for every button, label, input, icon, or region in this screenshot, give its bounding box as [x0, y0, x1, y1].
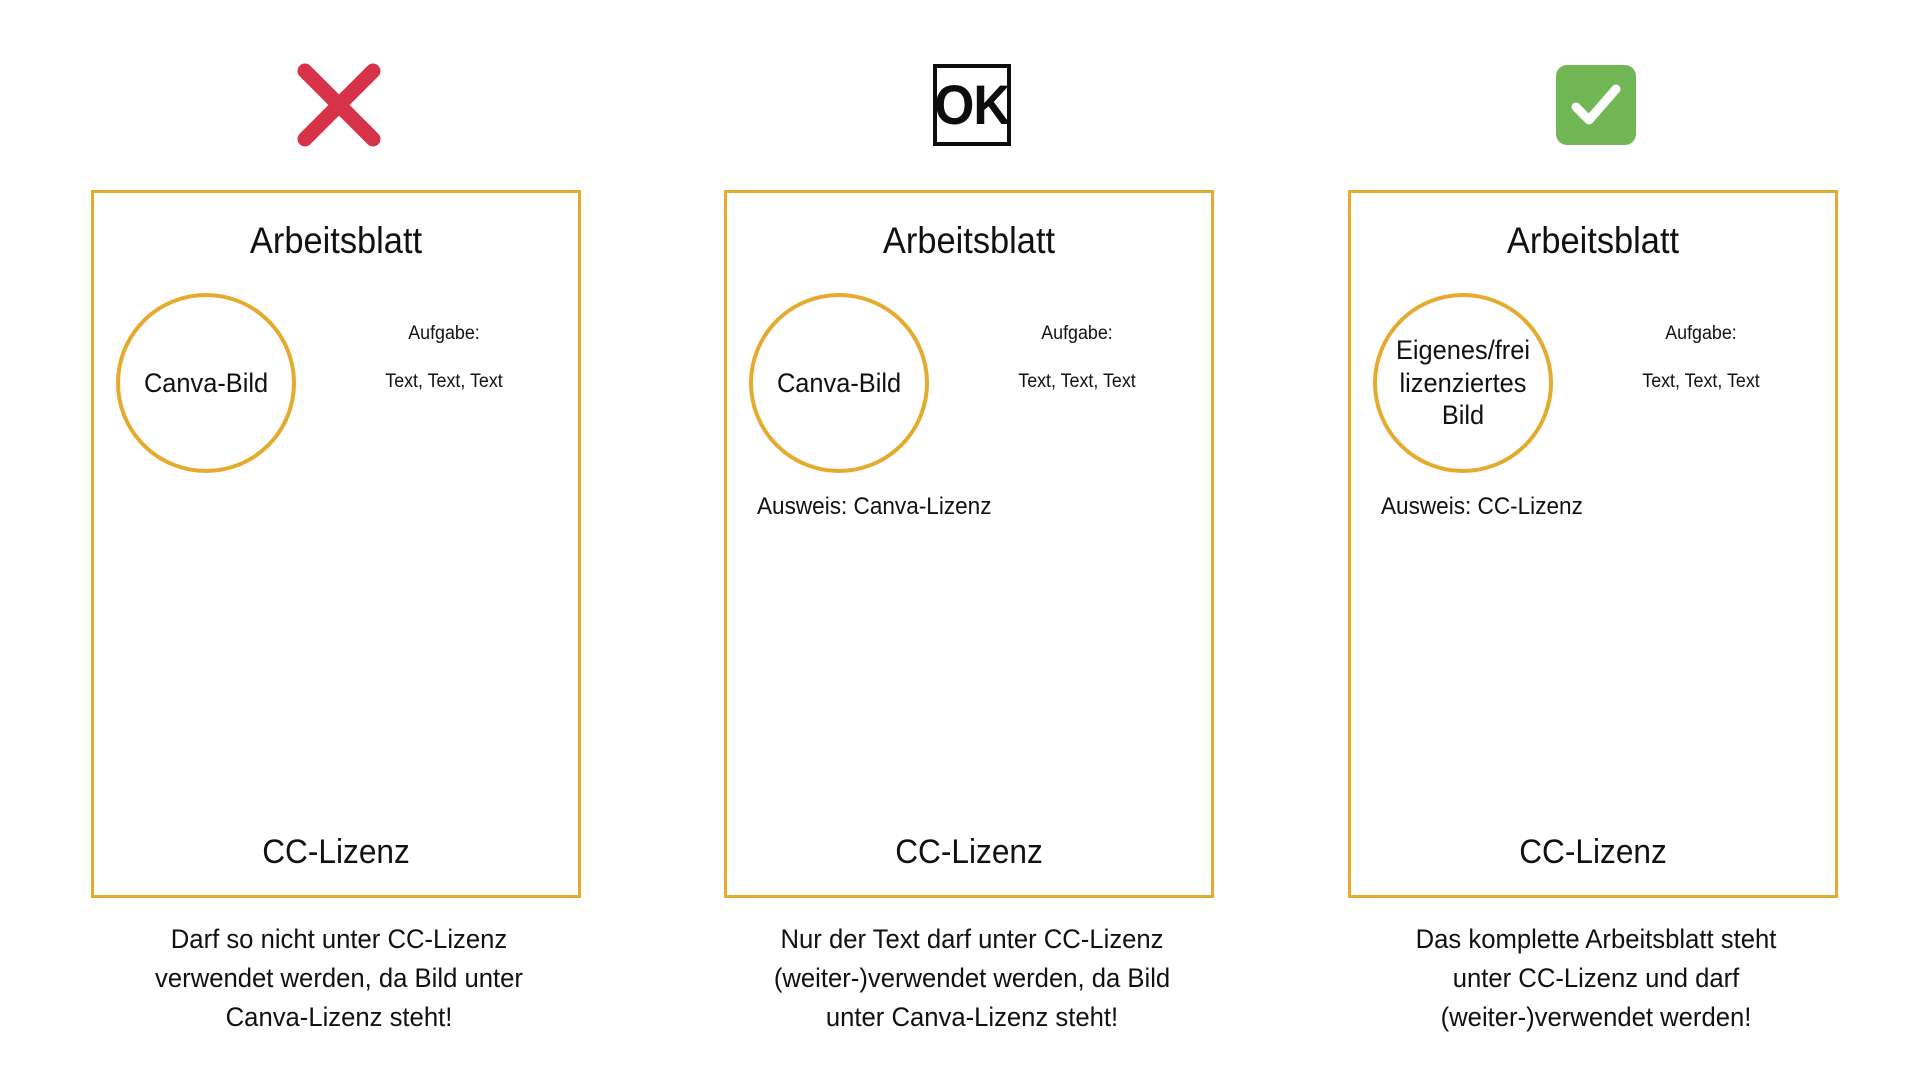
caption-line: Nur der Text darf unter CC-Lizenz — [780, 924, 1164, 954]
task-heading: Aufgabe: — [408, 323, 480, 344]
worksheet-card-not-allowed: Arbeitsblatt Canva-Bild Aufgabe: Text, T… — [91, 190, 581, 898]
verdict-badge-positive — [1348, 40, 1844, 170]
comparison-column-ok: OK Arbeitsblatt Canva-Bild Aufgabe: Text… — [724, 0, 1220, 1080]
caption-line: unter Canva-Lizenz steht! — [825, 1002, 1119, 1033]
task-block: Aufgabe: Text, Text, Text — [957, 323, 1197, 394]
caption-line: Canva-Lizenz steht! — [225, 1002, 453, 1033]
ok-box-label: OK — [934, 73, 1010, 136]
task-heading: Aufgabe: — [1041, 323, 1113, 344]
caption-line: (weiter-)verwendet werden! — [1440, 1002, 1752, 1033]
verdict-badge-ok: OK — [724, 40, 1220, 170]
caption-line: Darf so nicht unter CC-Lizenz — [170, 924, 508, 954]
worksheet-card-allowed: Arbeitsblatt Eigenes/frei lizenziertes B… — [1348, 190, 1838, 898]
task-body: Text, Text, Text — [1642, 370, 1760, 392]
image-placeholder-label-line: Eigenes/frei — [1395, 334, 1531, 365]
comparison-column-not-allowed: Arbeitsblatt Canva-Bild Aufgabe: Text, T… — [91, 0, 587, 1080]
worksheet-title: Arbeitsblatt — [249, 220, 423, 261]
image-placeholder-circle: Canva-Bild — [116, 293, 296, 473]
image-placeholder-label: Eigenes/frei lizenziertes Bild — [1382, 334, 1544, 433]
caption-line: verwendet werden, da Bild unter — [155, 963, 523, 994]
caption-line: (weiter-)verwendet werden, da Bild — [773, 963, 1171, 994]
worksheet-licence-label: CC-Lizenz — [895, 832, 1043, 871]
ok-box-icon: OK — [933, 64, 1011, 146]
cross-icon — [297, 63, 381, 147]
task-heading: Aufgabe: — [1665, 323, 1737, 344]
worksheet-title: Arbeitsblatt — [882, 220, 1056, 261]
image-credit-line: Ausweis: CC-Lizenz — [1381, 493, 1583, 520]
task-block: Aufgabe: Text, Text, Text — [324, 323, 564, 394]
caption-line: unter CC-Lizenz und darf — [1452, 963, 1740, 994]
task-body: Text, Text, Text — [1018, 370, 1136, 392]
check-glyph-icon — [1571, 84, 1621, 125]
check-icon — [1556, 65, 1636, 145]
image-placeholder-label-line: lizenziertes Bild — [1399, 367, 1527, 431]
verdict-badge-negative — [91, 40, 587, 170]
caption-allowed: Das komplette Arbeitsblatt steht unter C… — [1360, 920, 1831, 1037]
caption-ok: Nur der Text darf unter CC-Lizenz (weite… — [736, 920, 1207, 1037]
caption-line: Das komplette Arbeitsblatt steht — [1415, 924, 1777, 954]
image-placeholder-circle: Canva-Bild — [749, 293, 929, 473]
image-placeholder-label: Canva-Bild — [143, 367, 269, 398]
worksheet-licence-label: CC-Lizenz — [1519, 832, 1667, 871]
image-placeholder-circle: Eigenes/frei lizenziertes Bild — [1373, 293, 1553, 473]
task-block: Aufgabe: Text, Text, Text — [1581, 323, 1821, 394]
worksheet-licence-label: CC-Lizenz — [262, 832, 410, 871]
image-placeholder-label: Canva-Bild — [776, 367, 902, 398]
caption-not-allowed: Darf so nicht unter CC-Lizenz verwendet … — [103, 920, 574, 1037]
worksheet-card-ok: Arbeitsblatt Canva-Bild Aufgabe: Text, T… — [724, 190, 1214, 898]
worksheet-title: Arbeitsblatt — [1506, 220, 1680, 261]
task-body: Text, Text, Text — [385, 370, 503, 392]
comparison-column-allowed: Arbeitsblatt Eigenes/frei lizenziertes B… — [1348, 0, 1844, 1080]
image-credit-line: Ausweis: Canva-Lizenz — [757, 493, 992, 520]
